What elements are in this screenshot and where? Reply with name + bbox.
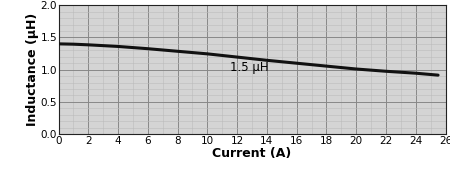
X-axis label: Current (A): Current (A) — [212, 147, 292, 160]
Y-axis label: Inductance (μH): Inductance (μH) — [26, 13, 39, 126]
Text: 1.5 μH: 1.5 μH — [230, 61, 268, 74]
